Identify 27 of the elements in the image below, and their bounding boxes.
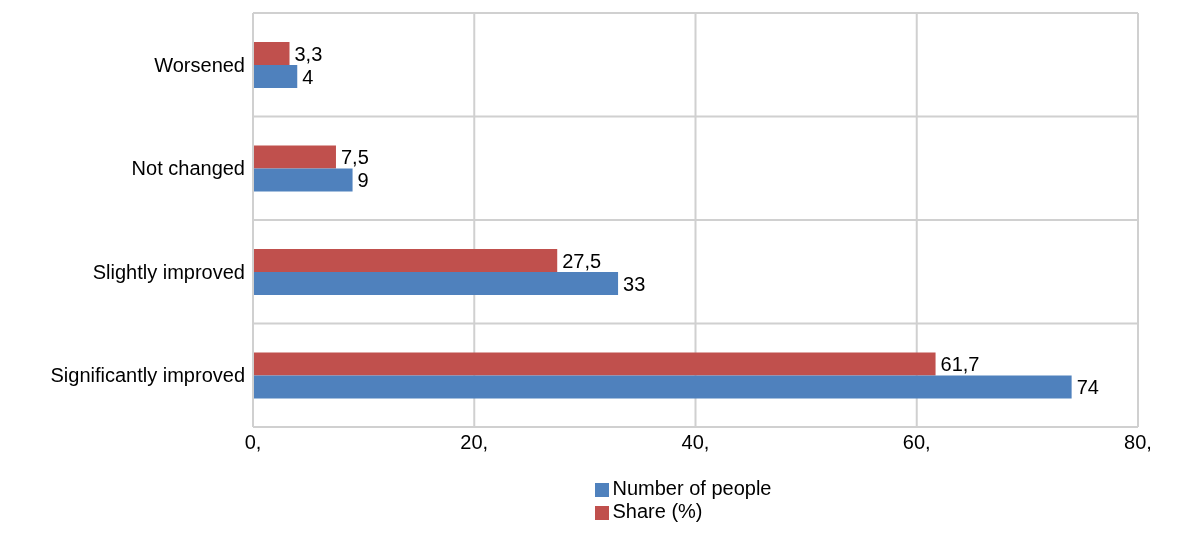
data-label: 3,3 — [294, 42, 323, 65]
x-tick-label: 0, — [244, 431, 262, 454]
x-tick-label: 40, — [681, 431, 710, 454]
y-tick-label: Slightly improved — [92, 260, 245, 283]
x-tick-label: 60, — [902, 431, 931, 454]
legend-label: Share (%) — [612, 500, 703, 522]
bar — [253, 168, 353, 192]
bar — [253, 352, 936, 376]
data-label: 33 — [623, 272, 646, 295]
legend-label: Number of people — [612, 477, 772, 499]
data-label: 74 — [1076, 376, 1099, 399]
y-tick-label: Not changed — [131, 157, 245, 180]
data-label: 7,5 — [340, 146, 369, 169]
bar — [253, 271, 619, 295]
data-label: 4 — [302, 65, 314, 88]
y-tick-label: Worsened — [154, 53, 245, 76]
data-label: 61,7 — [940, 353, 980, 376]
data-label: 27,5 — [562, 249, 602, 272]
bar — [253, 41, 290, 65]
bar — [253, 145, 336, 169]
data-label: 9 — [357, 169, 369, 192]
bar — [253, 248, 558, 272]
bar — [253, 64, 298, 88]
bar — [253, 375, 1072, 399]
y-tick-label: Significantly improved — [50, 364, 245, 387]
x-tick-label: 80, — [1124, 431, 1152, 454]
x-tick-label: 20, — [460, 431, 489, 454]
